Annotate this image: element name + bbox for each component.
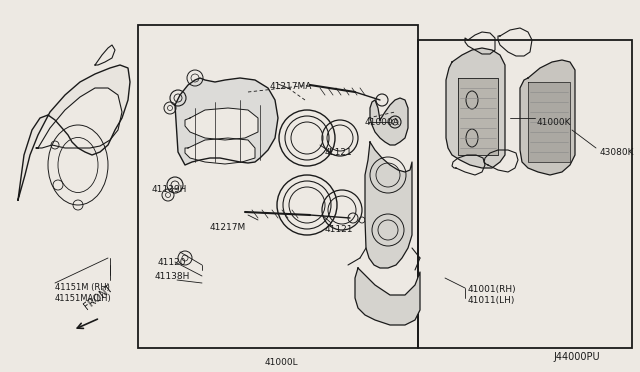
Text: 4L121: 4L121 <box>325 148 353 157</box>
Text: 41139H: 41139H <box>152 185 188 194</box>
Polygon shape <box>446 48 505 168</box>
Polygon shape <box>520 60 575 175</box>
Text: 41217M: 41217M <box>210 223 246 232</box>
Polygon shape <box>175 78 278 165</box>
Polygon shape <box>355 268 420 325</box>
Text: 41000K: 41000K <box>537 118 572 127</box>
Polygon shape <box>36 88 122 148</box>
Polygon shape <box>370 98 408 145</box>
Polygon shape <box>185 108 258 140</box>
Text: 43080K: 43080K <box>600 148 634 157</box>
Text: 41138H: 41138H <box>155 272 190 281</box>
Text: J44000PU: J44000PU <box>554 352 600 362</box>
Bar <box>138 25 418 348</box>
Text: FRONT: FRONT <box>82 283 115 312</box>
Text: 41001(RH): 41001(RH) <box>468 285 516 294</box>
Text: 41151M (RH): 41151M (RH) <box>55 283 110 292</box>
Polygon shape <box>528 82 570 162</box>
Bar <box>418 40 632 348</box>
Text: 41121: 41121 <box>325 225 353 234</box>
Text: 41217MA: 41217MA <box>270 82 312 91</box>
Text: 41011(LH): 41011(LH) <box>468 296 515 305</box>
Text: 41000L: 41000L <box>265 358 299 367</box>
Text: 41000A: 41000A <box>365 118 400 127</box>
Text: 41120: 41120 <box>158 258 186 267</box>
Polygon shape <box>185 138 255 164</box>
Polygon shape <box>365 142 412 268</box>
Polygon shape <box>458 78 498 155</box>
Text: 41151MA(LH): 41151MA(LH) <box>55 294 112 303</box>
Polygon shape <box>18 65 130 200</box>
